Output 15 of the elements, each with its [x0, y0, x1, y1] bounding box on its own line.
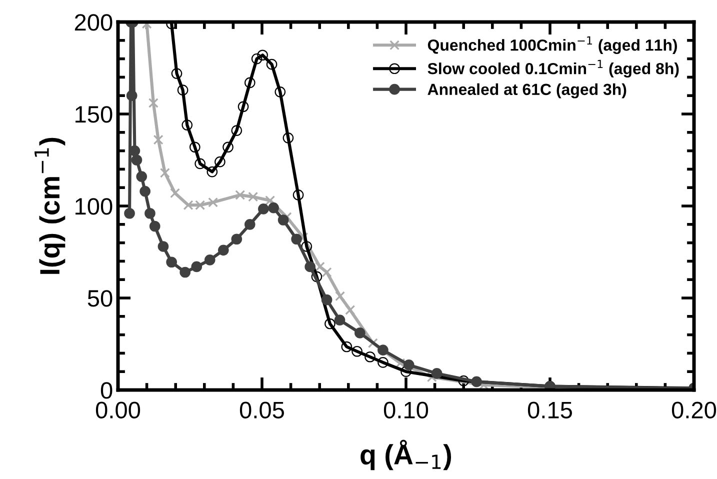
legend-label: Slow cooled 0.1Cmin$^{−1}$ (aged 8h): [428, 60, 679, 78]
y-tick-label: 150: [76, 106, 112, 123]
x-axis-title: q (Å$_{−1}$): [360, 440, 452, 470]
legend-label: Annealed at 61C (aged 3h): [428, 83, 626, 98]
x-tick-label: 0.05: [240, 402, 284, 418]
legend-label: Quenched 100Cmin$^{−1}$ (aged 11h): [428, 36, 677, 54]
y-tick-label: 0: [100, 382, 112, 399]
x-tick-label: 0.10: [384, 402, 428, 418]
x-tick-label: 0.00: [96, 402, 140, 418]
y-axis-title: I(q) (cm$^{−1}$): [34, 138, 66, 274]
x-tick-label: 0.20: [672, 402, 716, 418]
y-tick-label: 200: [74, 14, 112, 31]
y-tick-label: 100: [76, 198, 112, 215]
x-tick-label: 0.15: [528, 402, 572, 418]
y-tick-label: 50: [88, 290, 112, 307]
